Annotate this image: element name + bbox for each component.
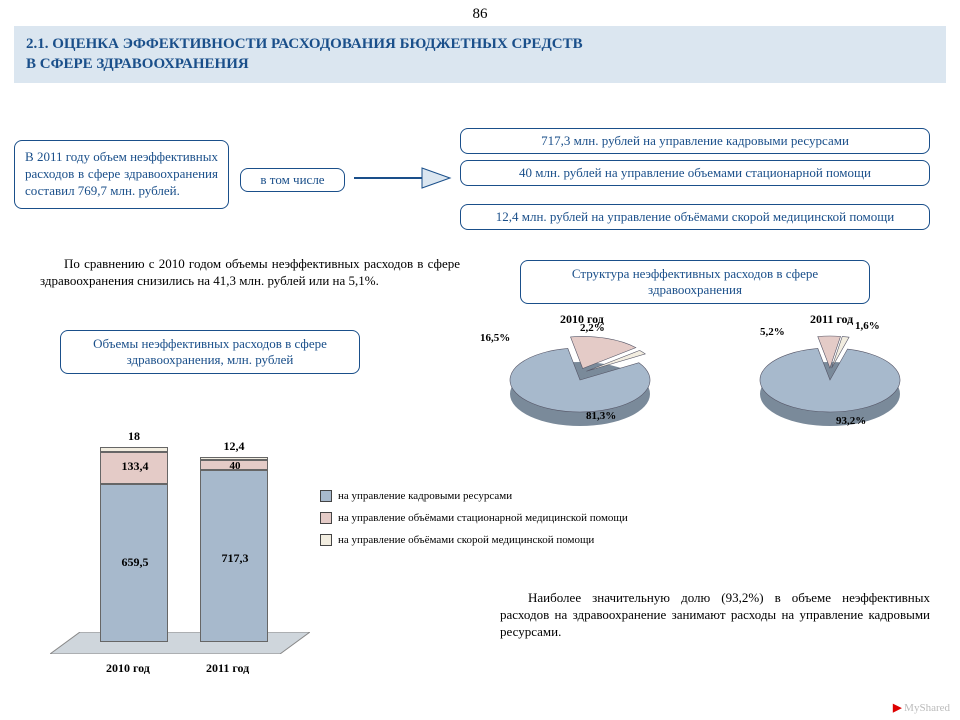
bar-floor — [50, 632, 310, 654]
summary-box: В 2011 году объем неэффективных расходов… — [14, 140, 229, 209]
detail-box-3: 12,4 млн. рублей на управление объёмами … — [460, 204, 930, 230]
bar-2011-kadr-label: 717,3 — [201, 551, 269, 566]
bar-2011-stac-label: 40 — [201, 460, 269, 472]
detail-box-1: 717,3 млн. рублей на управление кадровым… — [460, 128, 930, 154]
bar-seg-2010-kadr: 659,5 — [100, 484, 168, 642]
bar-seg-2011-stac: 40 — [200, 460, 268, 470]
bar-year-2011: 2011 год — [206, 661, 249, 676]
legend-text-skor: на управление объёмами скорой медицинско… — [338, 534, 594, 546]
bar-chart: 18 133,4 659,5 12,4 40 717,3 2010 год 20… — [30, 380, 330, 680]
structure-label: Структура неэффективных расходов в сфере… — [520, 260, 870, 304]
pie-2011-label-skor: 1,6% — [855, 320, 880, 332]
section-title: 2.1. ОЦЕНКА ЭФФЕКТИВНОСТИ РАСХОДОВАНИЯ Б… — [14, 26, 946, 83]
bar-seg-2011-kadr: 717,3 — [200, 470, 268, 642]
pie-2011-label-stac: 5,2% — [760, 326, 785, 338]
pie-2010-label-skor: 2,2% — [580, 322, 605, 334]
bar-2011-skor-label: 12,4 — [200, 439, 268, 454]
bar-year-2010: 2010 год — [106, 661, 150, 676]
pie-chart-2011: 5,2% 1,6% 93,2% — [730, 320, 930, 440]
bar-2010-kadr-label: 659,5 — [101, 555, 169, 570]
bar-column-2011: 12,4 40 717,3 — [200, 457, 268, 642]
page-number: 86 — [473, 6, 488, 23]
bar-2010-stac-label: 133,4 — [101, 459, 169, 474]
watermark-text: MyShared — [904, 702, 950, 714]
bar-legend: на управление кадровыми ресурсами на упр… — [320, 490, 628, 556]
legend-item-skor: на управление объёмами скорой медицинско… — [320, 534, 628, 546]
detail-box-2: 40 млн. рублей на управление объемами ст… — [460, 160, 930, 186]
title-line-2: В СФЕРЕ ЗДРАВООХРАНЕНИЯ — [26, 54, 934, 74]
watermark: ▶ MyShared — [893, 701, 950, 714]
conclusion-paragraph: Наиболее значительную долю (93,2%) в объ… — [500, 590, 930, 641]
legend-swatch-stac — [320, 512, 332, 524]
legend-swatch-kadr — [320, 490, 332, 502]
comparison-paragraph: По сравнению с 2010 годом объемы неэффек… — [40, 256, 460, 290]
legend-text-kadr: на управление кадровыми ресурсами — [338, 490, 512, 502]
pie-chart-2010: 16,5% 2,2% 81,3% — [480, 320, 680, 440]
pie-2011-label-kadr: 93,2% — [836, 415, 866, 427]
title-line-1: 2.1. ОЦЕНКА ЭФФЕКТИВНОСТИ РАСХОДОВАНИЯ Б… — [26, 34, 934, 54]
legend-item-stac: на управление объёмами стационарной меди… — [320, 512, 628, 524]
legend-text-stac: на управление объёмами стационарной меди… — [338, 512, 628, 524]
legend-swatch-skor — [320, 534, 332, 546]
arrow-icon — [352, 158, 452, 198]
pie-2010-label-stac: 16,5% — [480, 332, 510, 344]
bar-column-2010: 18 133,4 659,5 — [100, 447, 168, 642]
bar-seg-2010-stac: 133,4 — [100, 452, 168, 484]
volumes-label: Объемы неэффективных расходов в сфере зд… — [60, 330, 360, 374]
bar-2010-skor-label: 18 — [100, 429, 168, 444]
including-label: в том числе — [240, 168, 345, 192]
legend-item-kadr: на управление кадровыми ресурсами — [320, 490, 628, 502]
pie-2010-label-kadr: 81,3% — [586, 410, 616, 422]
